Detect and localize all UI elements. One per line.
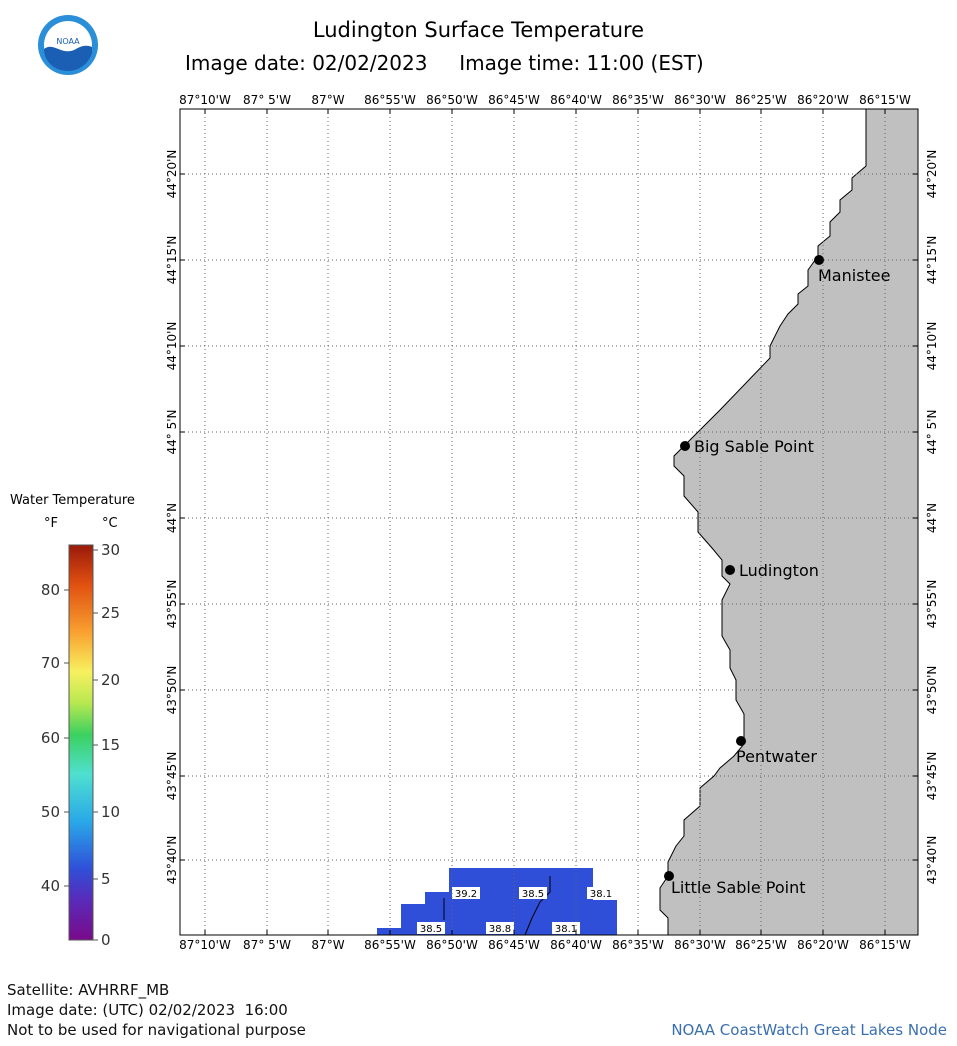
temp-value: 38.1 xyxy=(590,889,612,900)
noaa-logo-text: NOAA xyxy=(56,37,80,46)
place-dot-icon xyxy=(664,871,674,881)
lat-label-right: 44°20'N xyxy=(925,150,939,199)
temp-label: 39.2 xyxy=(452,887,480,900)
place-marker: Pentwater xyxy=(736,736,817,766)
temp-label: 38.5 xyxy=(417,922,445,935)
lon-label-top: 86°55'W xyxy=(364,93,416,107)
place-label: Pentwater xyxy=(736,747,817,766)
f-tick-label: 60 xyxy=(41,729,60,747)
lon-label-bottom: 87° 5'W xyxy=(243,938,291,952)
c-tick-label: 25 xyxy=(101,604,120,622)
lon-label-top: 86°40'W xyxy=(550,93,602,107)
c-tick-label: 10 xyxy=(101,803,120,821)
lon-label-top: 86°25'W xyxy=(735,93,787,107)
temp-label: 38.5 xyxy=(519,887,547,900)
lon-label-bottom: 86°50'W xyxy=(426,938,478,952)
f-tick-label: 40 xyxy=(41,877,60,895)
place-marker: Ludington xyxy=(725,561,819,580)
lon-label-bottom: 86°35'W xyxy=(612,938,664,952)
lat-label-right: 43°50'N xyxy=(925,666,939,715)
lon-label-top: 86°15'W xyxy=(859,93,911,107)
place-marker: Big Sable Point xyxy=(680,437,814,456)
lon-label-top: 86°50'W xyxy=(426,93,478,107)
lat-label-left: 43°45'N xyxy=(165,752,179,801)
lat-label-left: 44°15'N xyxy=(165,236,179,285)
lon-label-bottom: 87°10'W xyxy=(179,938,231,952)
lat-label-right: 43°40'N xyxy=(925,836,939,885)
temp-value: 38.1 xyxy=(555,924,577,935)
lon-label-top: 86°35'W xyxy=(612,93,664,107)
lat-label-right: 44°10'N xyxy=(925,322,939,371)
place-dot-icon xyxy=(680,441,690,451)
c-tick-label: 30 xyxy=(101,541,120,559)
f-tick-label: 70 xyxy=(41,654,60,672)
lon-label-top: 87°10'W xyxy=(179,93,231,107)
sst-patch xyxy=(377,868,617,936)
temp-label: 38.1 xyxy=(552,922,580,935)
image-date: Image date: 02/02/2023 xyxy=(185,51,428,75)
map-title: Ludington Surface Temperature xyxy=(312,18,645,42)
lon-label-top: 86°45'W xyxy=(488,93,540,107)
lat-label-left: 43°55'N xyxy=(165,580,179,629)
lon-label-bottom: 86°25'W xyxy=(735,938,787,952)
legend-unit-c: °C xyxy=(102,516,118,531)
temp-label: 38.8 xyxy=(486,922,514,935)
disclaimer: Not to be used for navigational purpose xyxy=(7,1021,306,1039)
lat-label-left: 43°50'N xyxy=(165,666,179,715)
map-frame xyxy=(179,108,919,936)
lat-label-left: 44° 5'N xyxy=(165,410,179,455)
place-label: Manistee xyxy=(818,266,891,285)
satellite-label: Satellite: AVHRRF_MB xyxy=(7,981,170,999)
lon-label-bottom: 86°20'W xyxy=(797,938,849,952)
lon-label-top: 87°W xyxy=(311,93,344,107)
c-tick-label: 20 xyxy=(101,671,120,689)
lat-label-left: 43°40'N xyxy=(165,836,179,885)
c-tick-label: 0 xyxy=(101,931,111,949)
lon-label-bottom: 86°30'W xyxy=(674,938,726,952)
temp-value: 39.2 xyxy=(455,889,477,900)
lon-label-bottom: 86°45'W xyxy=(488,938,540,952)
image-date-time: Image date: 02/02/2023 Image time: 11:00… xyxy=(185,51,704,75)
c-tick-label: 5 xyxy=(101,870,111,888)
legend-title: Water Temperature xyxy=(10,493,135,508)
temp-value: 38.5 xyxy=(420,924,442,935)
lon-label-bottom: 86°15'W xyxy=(859,938,911,952)
temp-label: 38.1 xyxy=(587,887,615,900)
utc-date-label: Image date: (UTC) 02/02/2023 16:00 xyxy=(7,1001,288,1019)
place-marker: Little Sable Point xyxy=(664,871,806,897)
lon-label-bottom: 86°55'W xyxy=(364,938,416,952)
lon-label-top: 87° 5'W xyxy=(243,93,291,107)
image-time: Image time: 11:00 (EST) xyxy=(459,51,704,75)
f-tick-label: 50 xyxy=(41,803,60,821)
lat-label-right: 43°55'N xyxy=(925,580,939,629)
f-tick-label: 80 xyxy=(41,581,60,599)
lon-label-top: 86°20'W xyxy=(797,93,849,107)
place-dot-icon xyxy=(725,565,735,575)
place-label: Ludington xyxy=(739,561,819,580)
c-tick-label: 15 xyxy=(101,736,120,754)
lat-label-right: 44° 5'N xyxy=(925,410,939,455)
credit-link[interactable]: NOAA CoastWatch Great Lakes Node xyxy=(671,1021,947,1039)
place-dot-icon xyxy=(814,255,824,265)
place-marker: Manistee xyxy=(814,255,891,285)
lat-label-left: 44°10'N xyxy=(165,322,179,371)
lon-label-bottom: 86°40'W xyxy=(550,938,602,952)
temp-value: 38.5 xyxy=(522,889,544,900)
legend-unit-f: °F xyxy=(44,516,58,531)
lat-label-right: 43°45'N xyxy=(925,752,939,801)
place-label: Little Sable Point xyxy=(671,878,806,897)
place-dot-icon xyxy=(736,736,746,746)
lat-label-left: 44°N xyxy=(165,503,179,533)
temp-value: 38.8 xyxy=(489,924,511,935)
noaa-logo: NOAA xyxy=(38,15,98,75)
lon-label-bottom: 87°W xyxy=(311,938,344,952)
lat-label-right: 44°N xyxy=(925,503,939,533)
lat-label-right: 44°15'N xyxy=(925,236,939,285)
color-bar xyxy=(68,544,94,941)
lat-label-left: 44°20'N xyxy=(165,150,179,199)
lon-label-top: 86°30'W xyxy=(674,93,726,107)
place-label: Big Sable Point xyxy=(694,437,814,456)
